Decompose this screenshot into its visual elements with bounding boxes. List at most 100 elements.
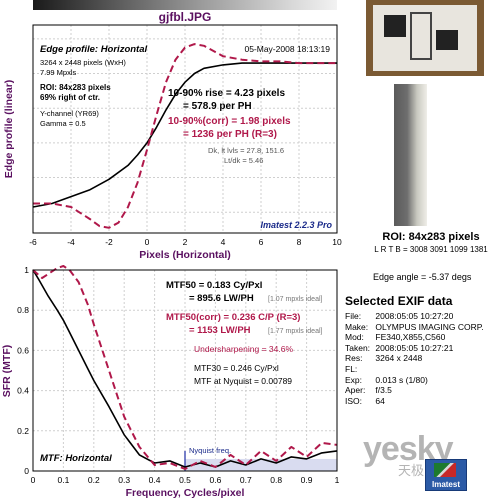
mtf-x-ticks: 0 0.1 0.2 0.3 0.4 0.5 0.6 0.7 0.8 0.9 1: [31, 475, 340, 485]
exif-row: Res: 3264 x 2448: [345, 353, 484, 364]
mtf-x-tick-label: 0.5: [179, 475, 191, 485]
channel-text: Y-channel (YR69): [40, 109, 99, 118]
exif-label: Make:: [345, 321, 369, 332]
mtf-x-tick-label: 0.4: [149, 475, 161, 485]
exif-value: 64: [375, 395, 385, 406]
mtf-corrected-line: [32, 265, 338, 470]
levels-text: Dk, lt lvls = 27.8, 151.6: [208, 146, 284, 155]
roi-title: ROI: 84x283 pixels: [382, 231, 480, 243]
edge-x-tick-label: 10: [332, 237, 342, 247]
imatest-logo-text: Imatest: [431, 480, 460, 489]
edge-x-tick-label: -4: [67, 237, 75, 247]
roi-bounds: L R T B = 3008 3091 1099 1381: [374, 245, 488, 254]
mtf-x-tick-label: 0.9: [301, 475, 313, 485]
mtf50-ideal-text: [1.07 mpxls ideal]: [268, 296, 323, 303]
mtf50-corr-ideal-text: [1.77 mpxls ideal]: [268, 328, 323, 335]
exif-label: Taken:: [345, 342, 371, 353]
edge-x-tick-label: 8: [297, 237, 302, 247]
exif-label: FL:: [345, 363, 358, 374]
mtf-y-tick-label: 0.8: [17, 305, 29, 315]
exif-row: Taken: 2008:05:05 10:27:21: [345, 343, 484, 354]
exif-label: ISO:: [345, 395, 363, 406]
exif-value: OLYMPUS IMAGING CORP.: [375, 321, 484, 332]
megapixel-text: 7.99 Mpxls: [40, 68, 77, 77]
edge-x-ticks: -6 -4 -2 0 2 4 6 8 10: [29, 237, 342, 247]
mtf-nyquist-text: MTF at Nyquist = 0.00789: [194, 376, 292, 386]
exif-label: Mod:: [345, 332, 364, 343]
mtf-x-tick-label: 0.6: [209, 475, 221, 485]
edge-x-tick-label: -2: [105, 237, 113, 247]
imatest-version-text: Imatest 2.2.3 Pro: [260, 220, 332, 230]
roi-crop-image: [394, 84, 427, 226]
mtf-x-tick-label: 0: [31, 475, 36, 485]
edge-x-tick-label: 6: [259, 237, 264, 247]
image-size-text: 3264 x 2448 pixels (WxH): [40, 58, 126, 67]
exif-row: File: 2008:05:05 10:27:20: [345, 311, 484, 322]
mtf-x-tick-label: 0.2: [88, 475, 100, 485]
exif-value: FE340,X855,C560: [375, 332, 446, 343]
mtf-y-ticks: 0 0.2 0.4 0.6 0.8 1: [17, 265, 29, 476]
mtf-x-tick-label: 0.3: [118, 475, 130, 485]
mtf-x-tick-label: 1: [335, 475, 340, 485]
exif-row: Exp: 0.013 s (1/80): [345, 375, 484, 386]
rise-corr-text: 10-90%(corr) = 1.98 pixels: [168, 116, 291, 127]
mtf-series-group: [32, 265, 338, 470]
mtf-y-tick-label: 0: [24, 466, 29, 476]
exif-value: 2008:05:05 10:27:20: [375, 311, 454, 321]
edge-x-tick-label: 0: [145, 237, 150, 247]
mtf50-lwph-text: = 895.6 LW/PH: [189, 293, 254, 304]
edge-measured-line: [32, 62, 337, 208]
mtf50-text: MTF50 = 0.183 Cy/Pxl: [166, 280, 262, 291]
mtf-measured-line: [32, 269, 338, 468]
exif-value: 2008:05:05 10:27:21: [375, 342, 454, 353]
exif-row: ISO: 64: [345, 396, 484, 407]
nyquist-label: Nyquist freq.: [189, 446, 231, 455]
exif-table: File: 2008:05:05 10:27:20 Make: OLYMPUS …: [345, 311, 484, 406]
mtf-chart: 0 0.1 0.2 0.3 0.4 0.5 0.6 0.7 0.8 0.9 1 0 0.2 0.4 0.6…: [1, 265, 340, 499]
rise-text: 10-90% rise = 4.23 pixels: [168, 88, 285, 99]
chart-thumbnail: [366, 0, 484, 76]
imatest-flag-icon: [434, 463, 456, 477]
exif-title: Selected EXIF data: [345, 294, 453, 308]
imatest-logo: Imatest: [425, 459, 467, 491]
mtf-y-tick-label: 0.4: [17, 386, 29, 396]
edge-x-tick-label: 4: [221, 237, 226, 247]
exif-row: Aper: f/3.5: [345, 385, 484, 396]
roi-text: ROI: 84x283 pixels: [40, 83, 111, 92]
ratio-text: Lt/dk = 5.46: [224, 156, 263, 165]
exif-value: 0.013 s (1/80): [375, 374, 428, 385]
edge-plot-frame: [32, 24, 338, 234]
file-name-title: gjfbl.JPG: [158, 10, 212, 24]
exif-label: Exp:: [345, 374, 363, 385]
mtf-panel-title: MTF: Horizontal: [40, 453, 112, 464]
mtf-x-label: Frequency, Cycles/pixel: [126, 487, 245, 499]
mtf30-text: MTF30 = 0.246 Cy/Pxl: [194, 363, 279, 373]
mtf-y-tick-label: 0.2: [17, 426, 29, 436]
tone-gradient-bar: [33, 0, 337, 10]
mtf-y-tick-label: 0.6: [17, 345, 29, 355]
mtf50-corr-text: MTF50(corr) = 0.236 C/P (R=3): [166, 312, 300, 323]
exif-value: f/3.5: [375, 385, 392, 396]
exif-label: File:: [345, 311, 362, 321]
exif-label: Res:: [345, 353, 363, 364]
edge-date: 05-May-2008 18:13:19: [244, 44, 330, 54]
edge-series-group: [32, 43, 337, 229]
edge-corrected-line: [33, 43, 337, 229]
exif-label: Aper:: [345, 385, 366, 396]
mtf-y-label: SFR (MTF): [1, 345, 13, 398]
edge-angle: Edge angle = -5.37 degs: [373, 272, 472, 282]
edge-y-label: Edge profile (linear): [3, 80, 15, 179]
edge-x-tick-label: 2: [183, 237, 188, 247]
mtf-y-tick-label: 1: [24, 265, 29, 275]
rise-ph-text: = 578.9 per PH: [183, 101, 252, 112]
edge-x-label: Pixels (Horizontal): [139, 249, 231, 260]
mtf50-corr-lwph-text: = 1153 LW/PH: [189, 325, 251, 336]
edge-x-tick-label: -6: [29, 237, 37, 247]
edge-panel-title: Edge profile: Horizontal: [40, 44, 148, 55]
mtf-plot-frame: [32, 269, 338, 472]
rise-corr-ph-text: = 1236 per PH (R=3): [183, 129, 277, 140]
mtf-x-tick-label: 0.1: [57, 475, 69, 485]
mtf-x-tick-label: 0.8: [270, 475, 282, 485]
edge-profile-chart: -6 -4 -2 0 2 4 6 8 10 Pixels (Horizontal) Edge p…: [3, 24, 342, 260]
exif-row: Mod: FE340,X855,C560: [345, 332, 484, 343]
